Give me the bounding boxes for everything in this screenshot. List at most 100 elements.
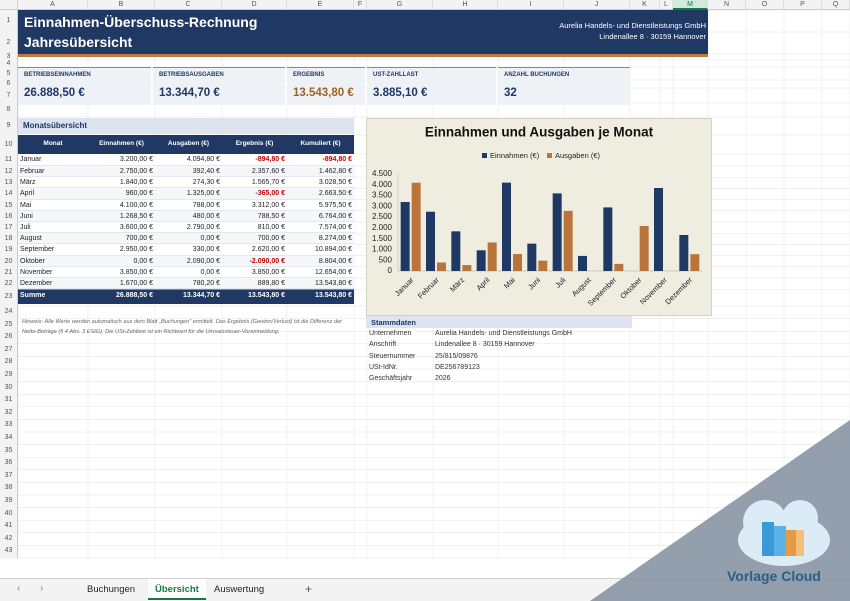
column-header: A	[18, 0, 88, 10]
row-header: 10	[0, 135, 18, 154]
column-header: C	[155, 0, 222, 10]
legend-swatch	[482, 153, 487, 158]
row-header: 9	[0, 117, 18, 135]
row-header: 2	[0, 32, 18, 54]
column-header: O	[746, 0, 784, 10]
row-header: 39	[0, 495, 18, 508]
table-cell: 2.950,00 €	[119, 246, 153, 254]
table-cell: März	[20, 179, 36, 187]
bar	[437, 262, 446, 271]
table-cell: 13.344,70 €	[183, 292, 220, 300]
kpi-label: BETRIEBSEINNAHMEN	[24, 72, 91, 78]
y-tick-label: 1.000	[372, 245, 393, 254]
table-cell: 3.850,00 €	[251, 268, 285, 276]
table-cell: 8.274,00 €	[318, 235, 352, 243]
table-cell: 1.670,00 €	[119, 280, 153, 287]
table-cell: 10.894,00 €	[315, 246, 352, 254]
table-cell: 3.600,00 €	[119, 224, 153, 231]
table-cell: 0,00 €	[200, 235, 220, 243]
nav-prev[interactable]: ‹	[17, 583, 21, 594]
column-title: Ergebnis (€)	[235, 140, 274, 147]
row-header: 43	[0, 545, 18, 558]
row-header: 7	[0, 88, 18, 103]
cloud-icon	[738, 500, 830, 566]
nav-next[interactable]: ›	[40, 583, 44, 594]
stammdaten-band	[366, 316, 632, 328]
table-cell: -894,80 €	[255, 156, 285, 163]
y-tick-label: 3.500	[372, 191, 393, 200]
address: Lindenallee 8 · 30159 Hannover	[599, 32, 706, 41]
legend-label: Einnahmen (€)	[490, 151, 540, 160]
sheet-tab[interactable]: Auswertung	[214, 584, 265, 595]
column-header: I	[498, 0, 564, 10]
banner	[18, 10, 708, 54]
y-tick-label: 0	[388, 266, 393, 275]
table-row	[18, 266, 354, 278]
row-header: 8	[0, 103, 18, 117]
row-header: 41	[0, 520, 18, 533]
table-row	[18, 166, 354, 178]
table-cell: 3.200,00 €	[119, 156, 153, 163]
chart: Einnahmen und Ausgaben je Monat Einnahmen…	[366, 118, 712, 316]
column-title: Monat	[43, 140, 63, 147]
row-header: 27	[0, 343, 18, 357]
table-row	[18, 154, 354, 166]
bar	[563, 210, 573, 271]
kpi-value: 13.344,70 €	[159, 87, 220, 99]
kpi-value: 3.885,10 €	[373, 87, 428, 99]
kpi-card	[287, 67, 365, 105]
table-cell: 7.574,00 €	[318, 224, 352, 231]
add-sheet[interactable]: +	[305, 582, 313, 596]
table-title: Monatsübersicht	[23, 121, 88, 130]
kpi-value: 26.888,50 €	[24, 87, 85, 99]
row-header: 22	[0, 278, 18, 290]
table-row	[18, 210, 354, 222]
table-cell: 3.028,50 €	[318, 179, 352, 187]
subtitle: Jahresübersicht	[24, 34, 133, 50]
table-cell: 2.663,50 €	[318, 190, 352, 198]
kpi-card	[367, 67, 496, 105]
stammdaten-label: USt-IdNr.	[369, 363, 398, 371]
table-cell: 960,00 €	[125, 190, 153, 198]
row-header: 5	[0, 67, 18, 80]
table-row	[18, 188, 354, 200]
column-header: N	[708, 0, 746, 10]
row-header: 35	[0, 444, 18, 458]
column-title: Kumuliert (€)	[300, 140, 341, 147]
sheet-tab[interactable]: Buchungen	[87, 584, 136, 595]
kpi-card	[153, 67, 285, 105]
kpi-value: 13.543,80 €	[293, 87, 354, 99]
table-cell: Mai	[20, 201, 32, 209]
table-cell: 4.100,00 €	[119, 201, 153, 209]
table-cell: Summe	[20, 292, 46, 300]
sheet-tab[interactable]: Übersicht	[148, 579, 206, 600]
table-cell: -365,00 €	[255, 190, 285, 198]
stammdaten-value: DE256789123	[435, 363, 480, 371]
table-cell: 13.543,80 €	[315, 292, 352, 300]
row-header: 24	[0, 306, 18, 319]
table-cell: 0,00 €	[200, 268, 220, 276]
stammdaten-value: Aurelia Handels- und Dienstleistungs Gmb…	[435, 330, 572, 337]
bar	[654, 188, 663, 271]
row-header: 34	[0, 432, 18, 445]
y-tick-label: 4.500	[372, 169, 393, 178]
bar	[690, 254, 700, 271]
row-header: 36	[0, 457, 18, 470]
table-cell: 788,00 €	[192, 201, 220, 209]
table-row	[18, 222, 354, 234]
bar	[603, 207, 613, 271]
bar	[400, 202, 410, 271]
row-header: 3	[0, 53, 18, 60]
table-row	[18, 255, 354, 267]
chart-title: Einnahmen und Ausgaben je Monat	[425, 125, 654, 140]
company: Aurelia Handels- und Dienstleistungs Gmb…	[559, 21, 706, 30]
column-header: D	[222, 0, 287, 10]
table-cell: 1.565,70 €	[251, 179, 285, 187]
table-cell: 3.312,00 €	[251, 201, 285, 209]
table-header-band	[18, 135, 354, 154]
table-cell: 700,00 €	[257, 235, 285, 243]
y-tick-label: 4.000	[372, 180, 393, 189]
table-cell: 889,80 €	[257, 280, 285, 287]
orange-rule	[18, 54, 708, 57]
